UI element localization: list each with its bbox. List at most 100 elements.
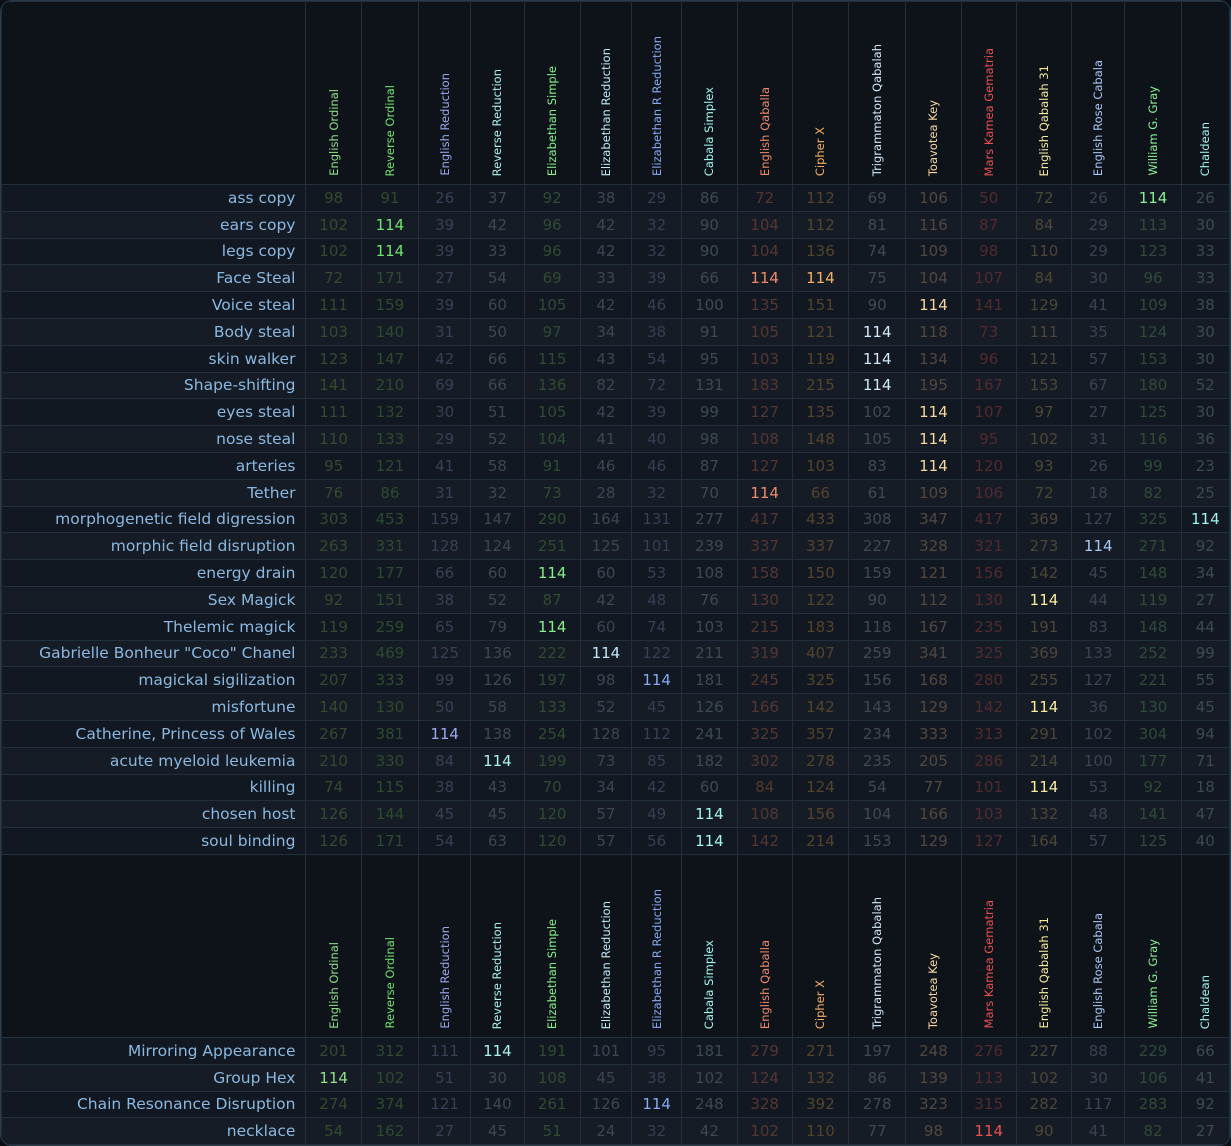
row-label: necklace: [1, 1117, 307, 1145]
highlighted-value-cell: 114: [905, 291, 962, 319]
value-cell: 92: [523, 184, 581, 212]
column-header-label: English Qabalah 31: [1036, 64, 1051, 176]
value-cell: 72: [1015, 478, 1073, 507]
value-cell: 42: [631, 773, 683, 802]
value-cell: 136: [470, 639, 525, 668]
value-cell: 120: [305, 559, 362, 587]
value-cell: 177: [360, 559, 420, 587]
value-cell: 197: [848, 1036, 907, 1065]
value-cell: 139: [905, 1063, 962, 1092]
value-cell: 27: [1071, 398, 1126, 427]
column-header-label: Reverse Reduction: [490, 68, 505, 176]
value-cell: 132: [791, 1063, 850, 1092]
column-header: Elizabethan Reduction: [579, 1, 633, 185]
value-cell: 38: [418, 585, 472, 614]
value-cell: 43: [470, 773, 525, 802]
value-cell: 56: [631, 827, 683, 855]
value-cell: 273: [1015, 532, 1073, 561]
value-cell: 331: [360, 532, 420, 561]
value-cell: 46: [579, 451, 633, 480]
value-cell: 41: [1071, 1117, 1126, 1145]
value-cell: 205: [905, 746, 962, 775]
value-cell: 136: [523, 371, 581, 400]
value-cell: 39: [631, 398, 683, 427]
value-cell: 90: [848, 585, 907, 614]
value-cell: 57: [579, 827, 633, 855]
column-header: Elizabethan R Reduction: [631, 853, 683, 1038]
table-row: chosen host 126 144 45 45 120 57 49 114 108 156 104…: [1, 800, 1230, 829]
row-label: eyes steal: [1, 398, 307, 427]
value-cell: 18: [1071, 478, 1126, 507]
value-cell: 30: [1180, 210, 1230, 239]
column-header-label: Cabala Simplex: [702, 86, 717, 176]
value-cell: 61: [848, 478, 907, 507]
value-cell: 117: [1071, 1090, 1126, 1119]
value-cell: 469: [360, 639, 420, 668]
column-header: Trigrammaton Qabalah: [848, 1, 907, 185]
value-cell: 123: [1124, 237, 1182, 266]
value-cell: 233: [305, 639, 362, 668]
value-cell: 381: [360, 719, 420, 748]
value-cell: 121: [1015, 344, 1073, 373]
value-cell: 191: [1015, 612, 1073, 641]
highlighted-value-cell: 114: [470, 1036, 525, 1065]
value-cell: 347: [905, 505, 962, 534]
value-cell: 66: [681, 264, 738, 293]
value-cell: 181: [681, 1036, 738, 1065]
value-cell: 110: [791, 1117, 850, 1145]
column-header-label: English Rose Cabala: [1091, 59, 1106, 176]
value-cell: 182: [681, 746, 738, 775]
value-cell: 133: [360, 425, 420, 453]
value-cell: 82: [1124, 1117, 1182, 1145]
value-cell: 32: [631, 478, 683, 507]
value-cell: 70: [523, 773, 581, 802]
value-cell: 337: [791, 532, 850, 561]
value-cell: 134: [905, 344, 962, 373]
value-cell: 116: [905, 210, 962, 239]
table-row: Chain Resonance Disruption 274 374 121 140 26…: [1, 1090, 1230, 1119]
value-cell: 103: [305, 317, 362, 346]
value-cell: 54: [631, 344, 683, 373]
value-cell: 41: [579, 425, 633, 453]
column-header-label: Toavotea Key: [926, 99, 941, 176]
value-cell: 167: [960, 371, 1017, 400]
value-cell: 41: [418, 451, 472, 480]
column-header-label: English Reduction: [437, 73, 452, 176]
value-cell: 66: [470, 344, 525, 373]
value-cell: 45: [418, 800, 472, 829]
value-cell: 156: [848, 666, 907, 695]
value-cell: 96: [523, 210, 581, 239]
value-cell: 210: [305, 746, 362, 775]
row-label: Thelemic magick: [1, 612, 307, 641]
column-header-label: Chaldean: [1198, 121, 1213, 176]
row-label: Group Hex: [1, 1063, 307, 1092]
value-cell: 90: [848, 291, 907, 319]
column-header-label: Mars Kamea Gematria: [981, 900, 996, 1029]
highlighted-value-cell: 114: [470, 746, 525, 775]
column-header-label: Reverse Ordinal: [382, 937, 397, 1029]
row-label: Catherine, Princess of Wales: [1, 719, 307, 748]
highlighted-value-cell: 114: [905, 451, 962, 480]
value-cell: 39: [418, 291, 472, 319]
column-header-label: Elizabethan Reduction: [598, 900, 613, 1029]
value-cell: 30: [1071, 1063, 1126, 1092]
value-cell: 92: [1124, 773, 1182, 802]
value-cell: 132: [1015, 800, 1073, 829]
value-cell: 37: [470, 184, 525, 212]
value-cell: 147: [470, 505, 525, 534]
column-header-label: Cabala Simplex: [702, 939, 717, 1029]
value-cell: 36: [1180, 425, 1230, 453]
table-row: Gabrielle Bonheur "Coco" Chanel 233 469 125…: [1, 639, 1230, 668]
column-header: English Qabalah 31: [1015, 853, 1073, 1038]
value-cell: 102: [1015, 425, 1073, 453]
value-cell: 104: [736, 210, 793, 239]
value-cell: 66: [418, 559, 472, 587]
value-cell: 87: [960, 210, 1017, 239]
value-cell: 279: [736, 1036, 793, 1065]
value-cell: 118: [848, 612, 907, 641]
row-label: magickal sigilization: [1, 666, 307, 695]
value-cell: 26: [1180, 184, 1230, 212]
highlighted-value-cell: 114: [1180, 505, 1230, 534]
value-cell: 214: [1015, 746, 1073, 775]
value-cell: 34: [579, 317, 633, 346]
